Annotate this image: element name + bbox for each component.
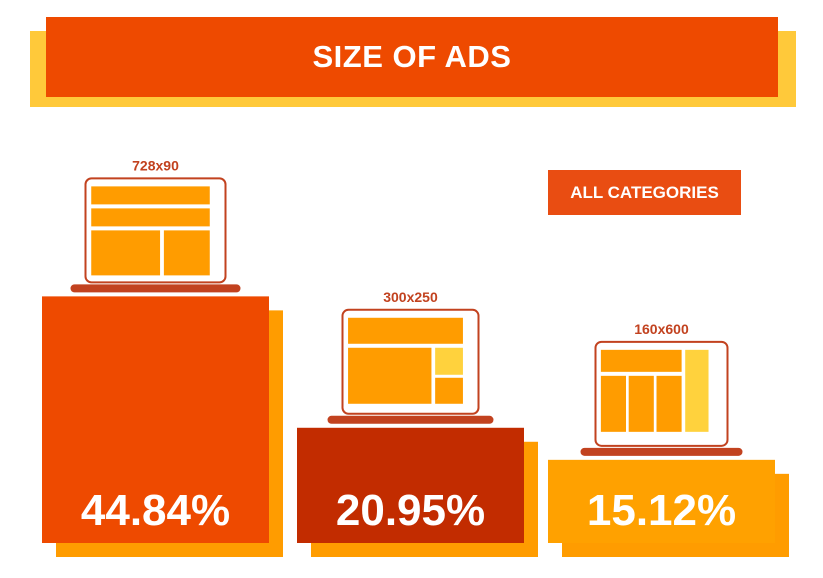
category-badge: ALL CATEGORIES bbox=[548, 170, 741, 215]
bar-value-label: 15.12% bbox=[587, 486, 736, 535]
category-label: 300x250 bbox=[383, 289, 438, 305]
bar bbox=[42, 296, 269, 543]
category-label: 728x90 bbox=[132, 157, 179, 173]
category-label: 160x600 bbox=[634, 321, 689, 337]
laptop-icon bbox=[70, 177, 241, 293]
bar-group-300x250: 20.95% 300x250 bbox=[297, 289, 538, 557]
bar-group-728x90: 44.84% 728x90 bbox=[42, 157, 283, 557]
bar-group-160x600: 15.12% 160x600 bbox=[548, 321, 789, 557]
bar bbox=[548, 459, 775, 543]
laptop-icon bbox=[580, 340, 743, 456]
bar-value-label: 44.84% bbox=[81, 486, 230, 535]
laptop-icon bbox=[327, 308, 494, 424]
bar bbox=[297, 427, 524, 543]
bar-value-label: 20.95% bbox=[336, 486, 485, 535]
page-title: SIZE OF ADS bbox=[46, 17, 778, 97]
